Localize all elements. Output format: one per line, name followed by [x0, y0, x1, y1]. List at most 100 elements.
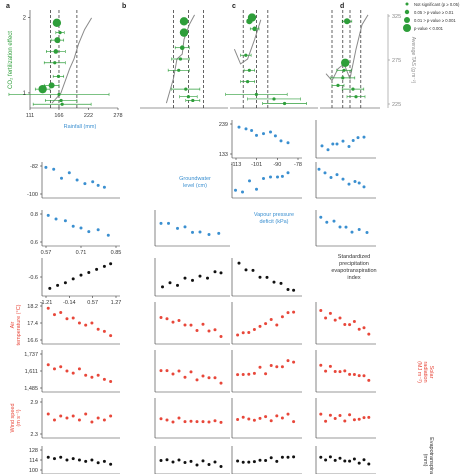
data-point	[319, 308, 323, 312]
data-point	[56, 283, 60, 287]
data-point	[201, 420, 205, 424]
data-point	[48, 286, 52, 290]
data-point	[258, 416, 262, 420]
legend-label: 0.05 > p-value ≥ 0.01	[414, 10, 454, 15]
x-tick-label: 0.85	[111, 250, 122, 256]
data-point	[348, 459, 352, 463]
data-point	[269, 363, 273, 367]
data-point	[179, 28, 189, 37]
data-point	[189, 323, 193, 327]
data-point	[177, 68, 181, 72]
scatter-panel: 128 114 100	[29, 446, 120, 474]
data-point	[328, 455, 332, 459]
data-point	[207, 232, 211, 236]
data-point	[83, 182, 87, 186]
data-point	[165, 458, 169, 462]
data-point	[357, 181, 361, 185]
data-point	[348, 413, 352, 417]
data-point	[269, 318, 273, 322]
data-point	[102, 418, 106, 422]
data-point	[336, 83, 340, 87]
x-tick-label: -78	[294, 162, 302, 168]
data-point	[59, 98, 63, 103]
scatter-panel: -82 -100	[27, 162, 120, 199]
data-point	[65, 416, 69, 420]
data-point	[46, 213, 50, 217]
data-point	[159, 316, 163, 320]
data-point	[252, 26, 257, 32]
data-point	[269, 130, 272, 134]
data-point	[77, 321, 81, 325]
data-point	[46, 455, 50, 459]
panel-letter-c: c	[232, 3, 236, 10]
panel-letter-d: d	[340, 3, 344, 10]
x-tick-label: -101	[251, 162, 262, 168]
data-point	[352, 373, 356, 377]
data-point	[195, 378, 199, 382]
x-tick-label: 111	[26, 113, 34, 119]
data-point	[247, 460, 251, 464]
row-groundwater: -82 -100	[27, 162, 376, 199]
legend-marker	[405, 2, 409, 6]
y-tick-label: 1,611	[25, 369, 38, 375]
data-point	[207, 462, 211, 466]
data-point	[338, 225, 342, 229]
x-tick-label: 1.27	[111, 300, 122, 306]
data-point	[292, 310, 296, 314]
data-point	[255, 187, 258, 191]
spei-label: index	[347, 275, 360, 281]
tas-curve	[51, 17, 93, 104]
data-point	[52, 418, 56, 422]
scatter-panel	[231, 398, 302, 439]
data-point	[331, 142, 335, 146]
data-point	[236, 459, 240, 463]
data-point	[324, 458, 328, 462]
tas-curve	[325, 14, 369, 82]
data-point	[63, 219, 67, 223]
data-point	[159, 369, 163, 373]
data-point	[282, 101, 287, 106]
data-point	[292, 455, 296, 459]
data-point	[262, 177, 265, 181]
x-tick-label: 222	[84, 113, 93, 119]
legend-marker	[404, 9, 410, 15]
data-point	[201, 322, 205, 326]
data-point	[280, 416, 284, 420]
scatter-panel	[231, 258, 302, 297]
data-point	[178, 57, 183, 61]
data-point	[367, 415, 371, 419]
data-point	[252, 418, 256, 422]
data-point	[195, 463, 199, 467]
data-point	[246, 18, 253, 25]
data-point	[46, 363, 50, 367]
panel-letter-b: b	[122, 3, 126, 10]
data-point	[84, 412, 88, 416]
data-point	[264, 322, 268, 326]
data-point	[189, 459, 193, 463]
data-point	[52, 313, 56, 317]
data-point	[176, 226, 179, 230]
data-point	[109, 462, 113, 466]
data-point	[77, 367, 81, 371]
data-point	[241, 415, 245, 419]
data-point	[333, 416, 337, 420]
data-point	[96, 183, 100, 187]
row-wind: 2.9 2.3	[30, 398, 376, 439]
data-point	[292, 288, 296, 292]
data-point	[183, 461, 187, 465]
row-solar: 1,737 1,611 1,485	[24, 350, 376, 393]
data-point	[217, 231, 221, 235]
y-tick-label: 133	[219, 152, 228, 158]
scatter-panel	[315, 350, 376, 393]
data-point	[367, 462, 371, 466]
scatter-panel	[315, 398, 376, 439]
data-point	[207, 376, 211, 380]
data-point	[109, 380, 113, 383]
scatter-panel: -0.6 -1.21 -0.14 0.57 1.27	[29, 258, 122, 306]
tas-curve	[165, 14, 196, 104]
data-point	[167, 221, 170, 225]
data-point	[258, 458, 262, 462]
data-point	[189, 419, 193, 423]
scatter-panel	[315, 302, 376, 345]
data-point	[96, 416, 100, 420]
